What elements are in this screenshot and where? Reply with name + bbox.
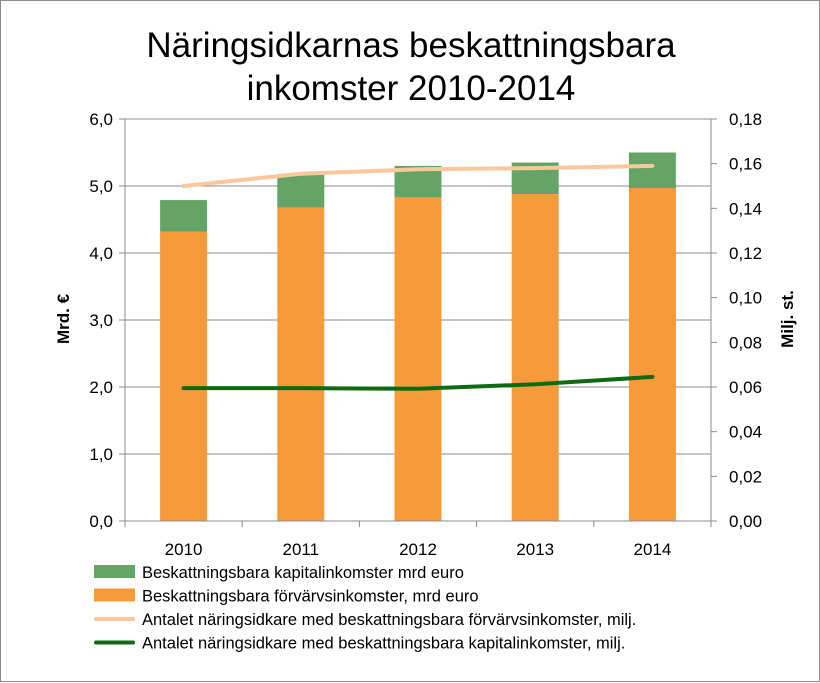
line-antal-forvarvsinkomster	[181, 163, 655, 188]
y2-tick-label: 0,18	[729, 110, 762, 129]
line-antal-kapitalinkomster	[181, 374, 655, 391]
legend-label-1: Beskattningsbara förvärvsinkomster, mrd …	[142, 588, 479, 606]
bar-kapitalinkomster-2010	[160, 200, 208, 232]
bar-forvarvsinkomster-2012	[394, 197, 442, 521]
y-tick-label: 6,0	[89, 110, 113, 129]
legend-swatch-1	[94, 588, 135, 602]
y-tick-label: 0,0	[89, 512, 113, 531]
legend-label-0: Beskattningsbara kapitalinkomster mrd eu…	[142, 564, 464, 582]
y2-tick-label: 0,12	[729, 244, 762, 263]
legend-label-2: Antalet näringsidkare med beskattningsba…	[142, 611, 636, 629]
bar-kapitalinkomster-2011	[277, 173, 325, 208]
bar-forvarvsinkomster-2013	[511, 194, 559, 522]
legend-label-3: Antalet näringsidkare med beskattningsba…	[142, 635, 625, 653]
bar-kapitalinkomster-2014	[628, 152, 676, 189]
legend: Beskattningsbara kapitalinkomster mrd eu…	[94, 564, 636, 653]
y-tick-label: 4,0	[89, 244, 113, 263]
chart-title-line-2: inkomster 2010-2014	[247, 69, 576, 108]
y2-tick-label: 0,04	[729, 423, 762, 442]
y2-tick-label: 0,14	[729, 199, 762, 218]
bar-forvarvsinkomster-2010	[160, 231, 208, 521]
y2-tick-label: 0,06	[729, 378, 762, 397]
x-tick-label: 2010	[165, 540, 203, 559]
x-tick-label: 2014	[633, 540, 671, 559]
bars	[160, 152, 676, 522]
lines	[181, 163, 655, 391]
bar-forvarvsinkomster-2011	[277, 207, 325, 521]
x-tick-label: 2012	[399, 540, 437, 559]
x-tick-label: 2013	[516, 540, 554, 559]
y2-tick-label: 0,16	[729, 155, 762, 174]
y-tick-label: 5,0	[89, 177, 113, 196]
bar-forvarvsinkomster-2014	[628, 188, 676, 521]
y2-tick-label: 0,02	[729, 467, 762, 486]
y-axis-label: Mrd. €	[54, 293, 73, 344]
x-tick-label: 2011	[283, 540, 320, 559]
y-tick-label: 2,0	[89, 378, 113, 397]
y2-axis-label: Milj. st.	[778, 290, 797, 348]
y2-tick-label: 0,10	[729, 289, 762, 308]
chart-title-line-1: Näringsidkarnas beskattningsbara	[146, 26, 676, 65]
y2-tick-label: 0,00	[729, 512, 762, 531]
y-tick-label: 3,0	[89, 311, 113, 330]
y2-tick-label: 0,08	[729, 333, 762, 352]
legend-swatch-0	[94, 565, 135, 578]
y-tick-label: 1,0	[89, 445, 113, 464]
axes: 0,0 1,0 2,0 3,0 4,0 5,0 6,0 2010 2011 2012 2013 201…	[89, 110, 762, 559]
